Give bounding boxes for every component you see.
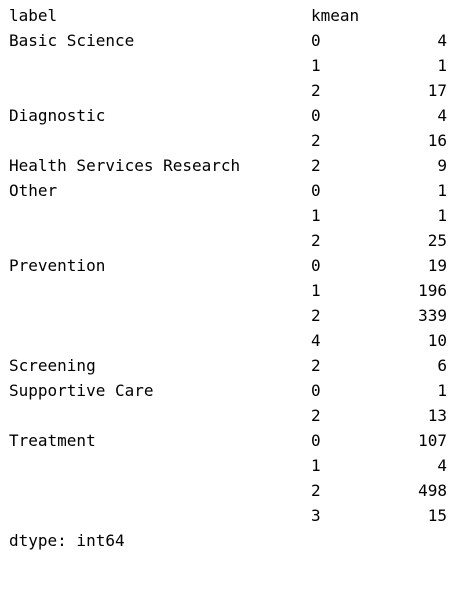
table-row: 2 16 xyxy=(9,128,449,153)
row-label: Other xyxy=(9,181,58,200)
row-kmean: 2 xyxy=(311,131,321,150)
row-value: 1 xyxy=(437,181,447,200)
row-value: 498 xyxy=(418,481,447,500)
row-value: 1 xyxy=(437,381,447,400)
row-kmean: 4 xyxy=(311,331,321,350)
row-kmean: 2 xyxy=(311,356,321,375)
table-row: Supportive Care 0 1 xyxy=(9,378,449,403)
row-kmean: 0 xyxy=(311,181,321,200)
table-row: 4 10 xyxy=(9,328,449,353)
row-value: 4 xyxy=(437,456,447,475)
table-row: 2 498 xyxy=(9,478,449,503)
table-row: Basic Science 0 4 xyxy=(9,28,449,53)
table-row: Screening 2 6 xyxy=(9,353,449,378)
row-kmean: 1 xyxy=(311,56,321,75)
row-value: 25 xyxy=(427,231,447,250)
row-kmean: 1 xyxy=(311,456,321,475)
table-row: 2 13 xyxy=(9,403,449,428)
row-value: 17 xyxy=(427,81,447,100)
row-kmean: 1 xyxy=(311,281,321,300)
row-label: Treatment xyxy=(9,431,96,450)
table-row: Health Services Research 2 9 xyxy=(9,153,449,178)
row-kmean: 2 xyxy=(311,231,321,250)
row-label: Prevention xyxy=(9,256,106,275)
row-kmean: 2 xyxy=(311,406,321,425)
table-row: 2 17 xyxy=(9,78,449,103)
row-value: 1 xyxy=(437,56,447,75)
table-row: 2 339 xyxy=(9,303,449,328)
table-row: Prevention 0 19 xyxy=(9,253,449,278)
row-label: Diagnostic xyxy=(9,106,106,125)
row-kmean: 2 xyxy=(311,156,321,175)
header-row: label kmean xyxy=(9,3,449,28)
row-kmean: 3 xyxy=(311,506,321,525)
table-row: 1 196 xyxy=(9,278,449,303)
row-value: 339 xyxy=(418,306,447,325)
table-row: Other 0 1 xyxy=(9,178,449,203)
row-value: 13 xyxy=(427,406,447,425)
row-value: 16 xyxy=(427,131,447,150)
row-kmean: 1 xyxy=(311,206,321,225)
label-column-header: label xyxy=(9,6,58,25)
row-value: 107 xyxy=(418,431,447,450)
row-kmean: 0 xyxy=(311,431,321,450)
table-row: 3 15 xyxy=(9,503,449,528)
row-value: 6 xyxy=(437,356,447,375)
kmean-column-header: kmean xyxy=(311,6,360,25)
dtype-text: dtype: int64 xyxy=(9,531,125,550)
row-kmean: 2 xyxy=(311,81,321,100)
row-value: 1 xyxy=(437,206,447,225)
row-label: Health Services Research xyxy=(9,156,241,175)
row-label: Supportive Care xyxy=(9,381,154,400)
series-output: label kmean Basic Science 0 4 1 1 2 17 Diagnost… xyxy=(9,3,449,553)
row-value: 196 xyxy=(418,281,447,300)
dtype-row: dtype: int64 xyxy=(9,528,449,553)
table-row: Treatment 0 107 xyxy=(9,428,449,453)
row-kmean: 0 xyxy=(311,106,321,125)
table-row: Diagnostic 0 4 xyxy=(9,103,449,128)
row-kmean: 0 xyxy=(311,381,321,400)
row-value: 19 xyxy=(427,256,447,275)
row-value: 4 xyxy=(437,31,447,50)
row-value: 15 xyxy=(427,506,447,525)
row-label: Basic Science xyxy=(9,31,135,50)
row-value: 4 xyxy=(437,106,447,125)
row-kmean: 0 xyxy=(311,256,321,275)
row-value: 9 xyxy=(437,156,447,175)
row-kmean: 0 xyxy=(311,31,321,50)
table-row: 2 25 xyxy=(9,228,449,253)
series-rows: Basic Science 0 4 1 1 2 17 Diagnostic 0 4 2 16 Healt… xyxy=(9,28,449,528)
row-value: 10 xyxy=(427,331,447,350)
row-kmean: 2 xyxy=(311,481,321,500)
row-kmean: 2 xyxy=(311,306,321,325)
row-label: Screening xyxy=(9,356,96,375)
